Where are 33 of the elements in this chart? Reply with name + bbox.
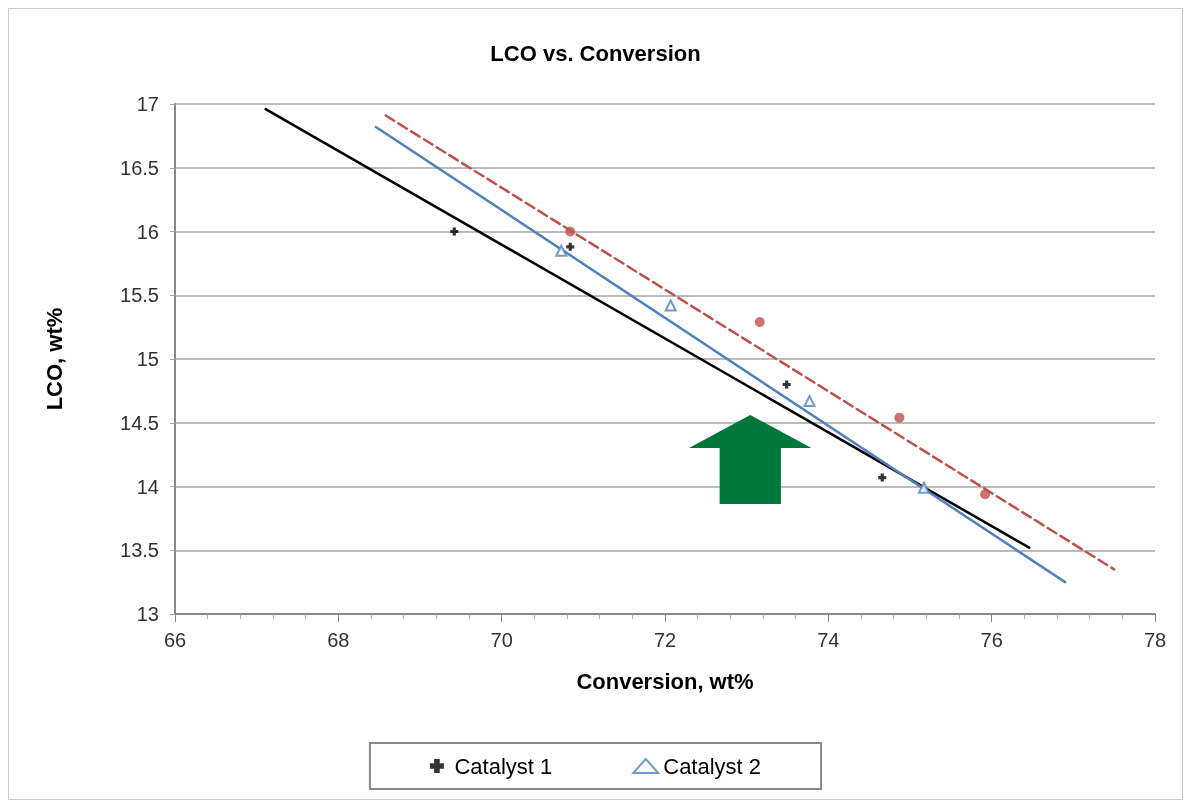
legend-label: Catalyst 1 bbox=[454, 753, 553, 779]
x-axis-title: Conversion, wt% bbox=[576, 668, 754, 694]
y-tick-label: 13 bbox=[136, 603, 159, 625]
point bbox=[664, 299, 677, 312]
point bbox=[754, 317, 765, 328]
x-tick-label: 78 bbox=[1143, 629, 1167, 651]
point bbox=[917, 481, 930, 494]
y-tick-label: 13.5 bbox=[120, 539, 159, 562]
x-tick-label: 70 bbox=[490, 629, 513, 651]
point bbox=[803, 395, 816, 408]
x-tick-label: 72 bbox=[653, 629, 677, 651]
point bbox=[566, 242, 575, 251]
y-tick-label: 16 bbox=[136, 220, 159, 243]
x-tick-label: 66 bbox=[163, 629, 187, 651]
point bbox=[980, 489, 991, 500]
x-tick-label: 74 bbox=[817, 629, 840, 651]
point bbox=[894, 412, 905, 423]
legend-label: Catalyst 2 bbox=[663, 753, 762, 779]
y-tick-label: 14.5 bbox=[120, 411, 159, 434]
x-tick-label: 76 bbox=[980, 629, 1003, 651]
y-tick-label: 16.5 bbox=[120, 156, 159, 179]
y-axis-title: LCO, wt% bbox=[41, 307, 67, 411]
y-tick-label: 14 bbox=[136, 475, 159, 498]
point bbox=[782, 380, 791, 389]
point bbox=[555, 244, 568, 257]
y-tick-label: 15.5 bbox=[120, 284, 159, 307]
point bbox=[450, 227, 459, 236]
point bbox=[878, 473, 887, 482]
y-tick-label: 17 bbox=[136, 93, 159, 115]
x-tick-label: 68 bbox=[327, 629, 350, 651]
chart-title: LCO vs. Conversion bbox=[490, 40, 701, 66]
point bbox=[565, 226, 576, 237]
y-tick-label: 15 bbox=[136, 348, 159, 370]
